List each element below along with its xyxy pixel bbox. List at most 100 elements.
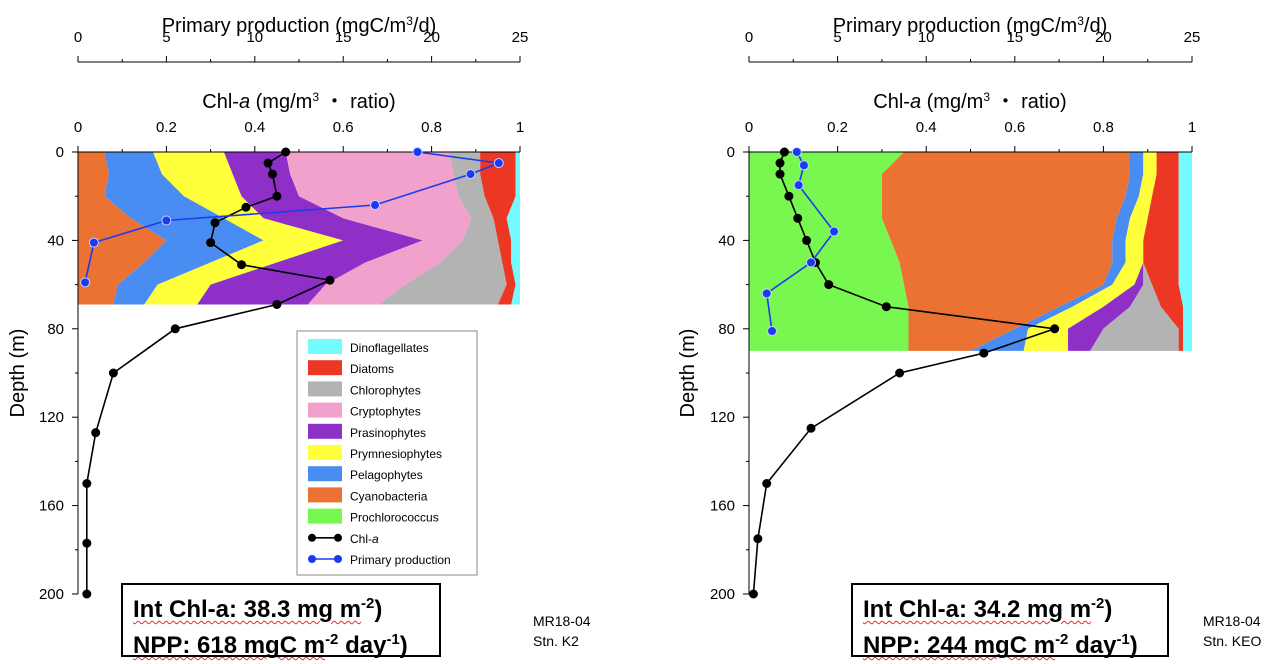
title-part: (mg/m	[921, 91, 983, 113]
area-crypto	[285, 152, 472, 305]
legend-label-pelago: Pelagophytes	[350, 468, 423, 482]
pp-tick-label: 0	[74, 29, 82, 46]
npp-text: NPP: 618 mgC m	[133, 632, 326, 659]
title-part: 3	[312, 90, 319, 104]
chl-point	[170, 324, 180, 334]
area-diatom	[1143, 152, 1184, 351]
npp-text: NPP: 244 mgC m	[863, 632, 1056, 659]
legend-label-diatom: Diatoms	[350, 362, 394, 376]
chl-tick-label: 0.4	[916, 119, 937, 136]
legend-marker-pp	[334, 555, 342, 563]
y-tick-label: 160	[710, 498, 735, 515]
chl-point	[775, 169, 785, 179]
title-part: 3	[1077, 14, 1084, 28]
chl-point	[272, 299, 282, 309]
y-tick-label: 80	[718, 321, 735, 338]
pp-tick-label: 10	[246, 29, 263, 46]
area-dino	[1178, 152, 1192, 351]
title-part: a	[239, 91, 250, 113]
title-part: Chl-	[873, 91, 910, 113]
chl-point	[281, 147, 291, 157]
cruise-label-keo: MR18-04 Stn. KEO	[1203, 611, 1261, 651]
y-tick-label: 200	[39, 586, 64, 603]
pp-point	[798, 160, 809, 171]
y-tick-label: 40	[47, 232, 64, 249]
legend-label-prym: Prymnesiophytes	[350, 447, 442, 461]
title-part: /d)	[1084, 15, 1107, 37]
chl-axis-title: Chl-a (mg/m3 ・ ratio)	[873, 90, 1066, 113]
area-cyano	[881, 152, 1130, 351]
npp-end: )	[399, 632, 408, 659]
pp-point	[412, 147, 423, 157]
legend-label-chl: Chl-a	[350, 532, 379, 546]
chl-tick-label: 1	[1188, 119, 1196, 136]
chl-point	[784, 191, 794, 201]
legend-label-chloro: Chlorophytes	[350, 383, 421, 397]
int-chl-end: )	[374, 596, 383, 623]
chl-point	[824, 280, 834, 290]
chl-point	[272, 191, 282, 201]
chl-tick-label: 0.6	[1004, 119, 1025, 136]
legend-swatch-prochloro	[308, 508, 342, 524]
chl-point	[82, 479, 92, 488]
title-part: Chl-	[202, 91, 239, 113]
chl-point	[263, 158, 273, 168]
int-chl-line: Int Chl-a: 34.2 mg m-2)	[863, 589, 1157, 625]
legend: Dinoflagellates Diatoms Chlorophytes Crypto…	[296, 330, 478, 576]
chl-point	[82, 589, 92, 599]
chl-tick-label: 0	[74, 119, 82, 136]
title-part: 3	[983, 90, 990, 104]
pp-tick-label: 20	[423, 29, 440, 46]
pp-tick-label: 20	[1095, 29, 1112, 46]
pp-tick-label: 0	[745, 29, 753, 46]
pp-point	[791, 147, 802, 157]
chl-point	[793, 213, 803, 223]
y-tick-label: 160	[39, 498, 64, 515]
y-axis-label: Depth (m)	[677, 329, 699, 418]
legend-label-pp: Primary production	[350, 553, 451, 567]
pp-point	[370, 200, 381, 211]
legend-label-cyano: Cyanobacteria	[350, 489, 428, 503]
int-chl-sup: -2	[1091, 595, 1105, 612]
int-chl-text: Int Chl-a: 38.3 mg m	[133, 596, 362, 623]
chl-point	[108, 368, 118, 378]
summary-box-keo: Int Chl-a: 34.2 mg m-2) NPP: 244 mgC m-2…	[851, 583, 1169, 659]
chl-tick-label: 1	[516, 119, 524, 136]
pp-point	[161, 215, 172, 226]
composition-areas	[749, 152, 1192, 351]
chl-point	[802, 235, 812, 245]
legend-label-part: Chl-	[350, 532, 372, 546]
area-chloro	[378, 152, 507, 305]
area-chloro	[1090, 152, 1179, 351]
legend-swatch-dino	[308, 339, 342, 354]
pp-tick-label: 5	[833, 29, 841, 46]
title-part: Primary production (mgC/m	[162, 15, 407, 37]
title-part: Primary production (mgC/m	[833, 15, 1078, 37]
chl-tick-label: 0.2	[156, 119, 177, 136]
npp-sup2: -1	[1116, 631, 1130, 648]
chl-point	[753, 534, 763, 544]
area-prasino	[197, 152, 423, 305]
legend-marker-pp	[308, 555, 316, 563]
chl-point	[82, 538, 92, 548]
chl-point	[895, 368, 905, 378]
npp-line: NPP: 618 mgC m-2 day-1)	[133, 625, 429, 661]
int-chl-sup: -2	[361, 595, 375, 612]
station-label: Stn. KEO	[1203, 633, 1262, 649]
chl-line	[86, 151, 333, 594]
y-tick-label: 0	[727, 144, 735, 161]
int-chl-end: )	[1104, 596, 1113, 623]
chl-point	[237, 260, 247, 270]
legend-swatch-prym	[308, 445, 342, 460]
pp-tick-label: 15	[335, 29, 352, 46]
legend-swatch-cyano	[308, 487, 342, 503]
npp-line: NPP: 244 mgC m-2 day-1)	[863, 625, 1157, 661]
title-part: ・ ratio)	[990, 91, 1067, 113]
pp-tick-label: 10	[918, 29, 935, 46]
area-prym	[144, 152, 344, 305]
pp-tick-label: 25	[512, 29, 529, 46]
y-tick-label: 120	[710, 409, 735, 426]
chl-tick-label: 0.8	[421, 119, 442, 136]
